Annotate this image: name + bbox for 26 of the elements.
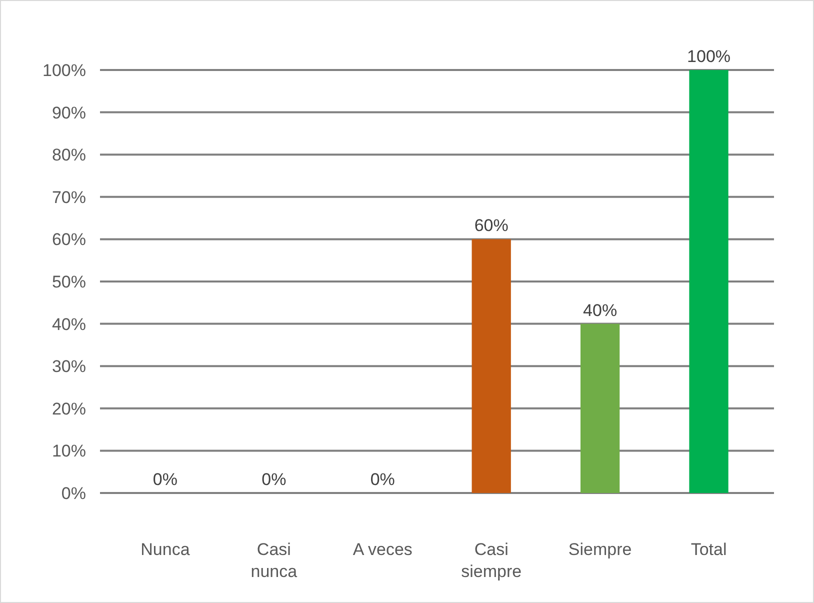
y-tick-label: 10% [52,442,86,461]
bar [689,70,728,493]
data-label: 40% [583,300,618,320]
data-label: 0% [152,470,178,489]
y-tick-label: 70% [52,188,86,207]
x-tick-label: Casi nunca [250,540,298,582]
bar [472,239,511,493]
y-tick-label: 20% [52,399,86,418]
x-tick-label: Total [690,540,727,559]
y-tick-label: 60% [52,230,86,250]
x-tick-label: Siempre [568,540,632,559]
x-tick-label: Casi siempre [461,540,522,582]
bar [580,324,620,493]
x-tick-label: Nunca [140,540,190,559]
data-label: 100% [687,47,731,66]
y-tick-label: 90% [52,103,86,122]
x-tick-label: A veces [352,540,412,559]
y-tick-label: 40% [52,314,86,334]
y-tick-label: 30% [52,357,86,376]
y-tick-label: 100% [42,60,86,80]
data-label: 0% [370,470,395,489]
y-tick-label: 0% [61,484,86,503]
y-tick-label: 50% [52,272,86,292]
y-tick-label: 80% [52,146,86,165]
data-label: 60% [474,216,508,236]
data-label: 0% [262,470,286,489]
